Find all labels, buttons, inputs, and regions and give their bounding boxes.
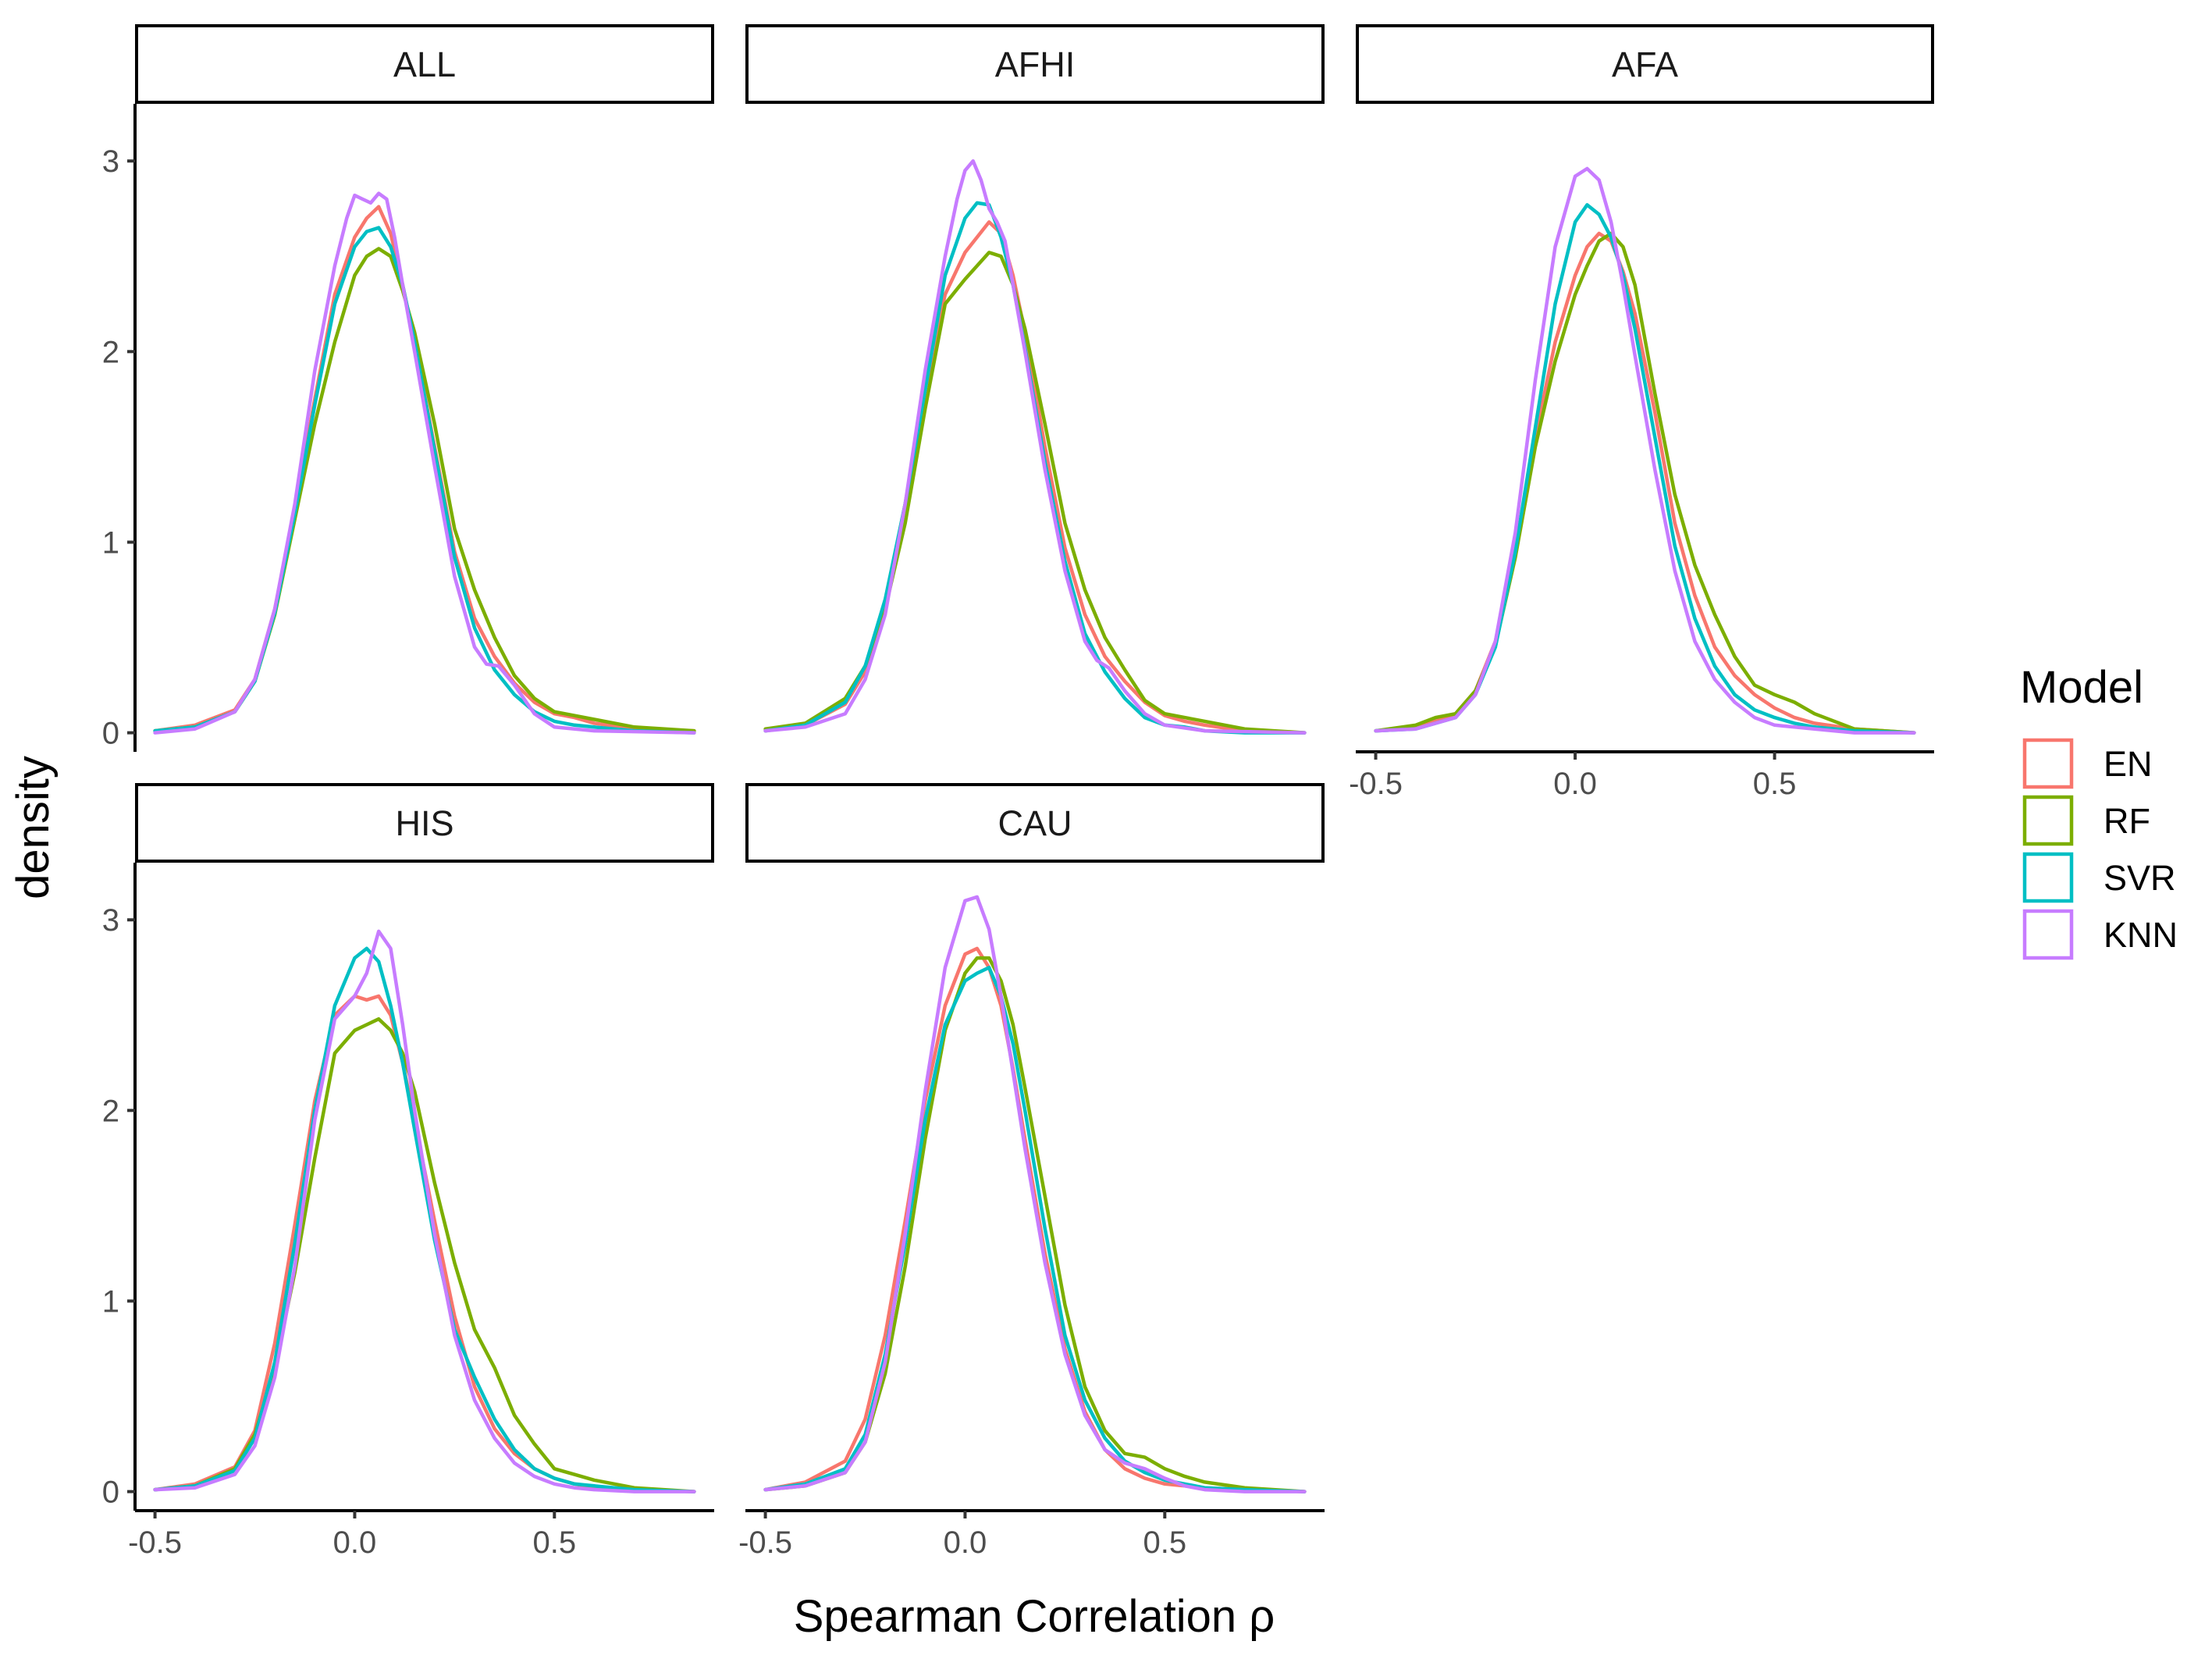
legend-title: Model <box>2020 662 2143 713</box>
legend-key <box>2022 909 2074 960</box>
y-tick-label: 3 <box>102 903 119 938</box>
x-tick-label: 0.5 <box>1143 1525 1187 1560</box>
x-tick-label: 0.0 <box>1553 767 1597 801</box>
x-tick-label: 0.5 <box>533 1525 577 1560</box>
strip-his <box>135 783 714 863</box>
density-line-svr <box>153 226 696 735</box>
density-line-knn <box>153 929 696 1493</box>
legend-item-en: EN <box>2022 738 2153 789</box>
legend-key <box>2022 852 2074 903</box>
y-tick-label: 3 <box>102 144 119 179</box>
x-tick-label: -0.5 <box>1349 767 1403 801</box>
strip-afhi <box>745 24 1325 104</box>
density-line-knn <box>1374 166 1916 735</box>
strip-cau <box>745 783 1325 863</box>
strip-label: HIS <box>395 803 453 843</box>
legend-label: EN <box>2104 744 2153 784</box>
x-tick-label: 0.5 <box>1753 767 1797 801</box>
density-line-knn <box>763 158 1307 735</box>
density-line-en <box>1374 231 1916 735</box>
legend-item-rf: RF <box>2022 795 2150 846</box>
density-line-rf <box>1374 231 1916 735</box>
density-line-en <box>153 205 696 733</box>
y-tick-label: 2 <box>102 1094 119 1128</box>
x-axis-title: Spearman Correlation ρ <box>794 1591 1275 1642</box>
density-line-en <box>153 994 696 1493</box>
density-line-rf <box>153 247 696 733</box>
x-tick-label: 0.0 <box>944 1525 987 1560</box>
legend-label: SVR <box>2104 858 2176 898</box>
legend-label: KNN <box>2104 915 2178 955</box>
strip-label: AFA <box>1612 45 1678 84</box>
strip-all <box>135 24 714 104</box>
y-tick-label: 0 <box>102 1476 119 1510</box>
x-tick-label: -0.5 <box>738 1525 792 1560</box>
strip-label: ALL <box>393 45 456 84</box>
legend-key <box>2022 795 2074 846</box>
strip-label: AFHI <box>995 45 1076 84</box>
panel-afa: AFA -0.5 0.0 0.5 <box>1349 24 1934 801</box>
density-line-en <box>763 220 1307 735</box>
panel-cau: CAU -0.5 0.0 0.5 <box>738 783 1325 1560</box>
legend-item-knn: KNN <box>2022 909 2178 960</box>
density-line-en <box>763 946 1307 1493</box>
density-line-svr <box>1374 203 1916 735</box>
legend: Model EN RF SVR KNN <box>2020 662 2178 960</box>
density-line-svr <box>763 201 1307 735</box>
density-line-svr <box>153 946 696 1493</box>
density-line-svr <box>763 966 1307 1493</box>
panel-afhi: AFHI <box>745 24 1325 735</box>
panel-his: HIS 0 1 2 3 -0.5 0.0 0.5 <box>102 783 714 1560</box>
density-line-rf <box>763 251 1307 735</box>
legend-label: RF <box>2104 801 2150 841</box>
panels-layer: ALL 0 1 2 3 AFHI AFA -0.5 0.0 0.5 HIS 0 1 2 3 -0.5 0.0 0.… <box>102 24 1934 1560</box>
y-tick-label: 0 <box>102 717 119 751</box>
x-tick-label: -0.5 <box>128 1525 182 1560</box>
density-line-knn <box>153 191 696 735</box>
density-line-rf <box>153 1016 696 1493</box>
density-line-knn <box>763 895 1307 1493</box>
y-tick-label: 2 <box>102 335 119 369</box>
y-axis-title: density <box>8 756 59 899</box>
y-tick-label: 1 <box>102 525 119 560</box>
legend-key <box>2022 738 2074 789</box>
strip-afa <box>1356 24 1934 104</box>
strip-label: CAU <box>998 803 1072 843</box>
panel-all: ALL 0 1 2 3 <box>102 24 714 752</box>
y-tick-label: 1 <box>102 1284 119 1319</box>
legend-item-svr: SVR <box>2022 852 2176 903</box>
x-tick-label: 0.0 <box>333 1525 377 1560</box>
density-line-rf <box>763 956 1307 1493</box>
